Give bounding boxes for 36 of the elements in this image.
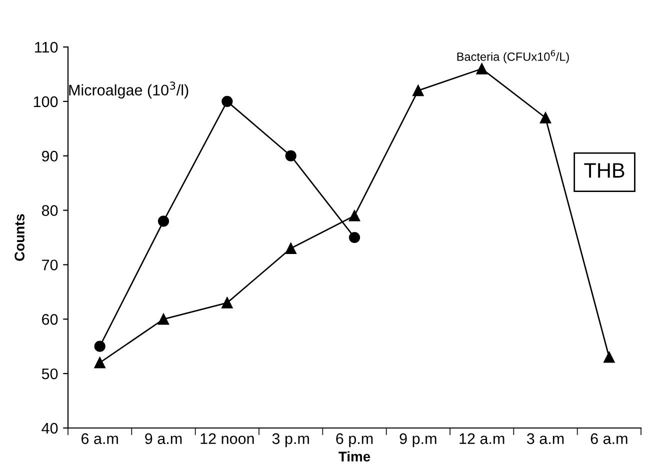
x-tick-label: 12 a.m xyxy=(460,433,504,444)
y-tick-label: 90 xyxy=(42,150,58,162)
point xyxy=(158,314,170,325)
y-tick-label: 80 xyxy=(42,205,58,216)
y-tick-label: 70 xyxy=(42,260,58,270)
point xyxy=(412,84,424,96)
x-tick-label: 3 a.m xyxy=(526,433,564,444)
point xyxy=(158,216,170,227)
point xyxy=(285,150,296,162)
point xyxy=(222,297,233,308)
y-tick-label: 50 xyxy=(42,368,58,380)
y-tick-label: 40 xyxy=(42,422,58,434)
x-tick-label: 9 a.m xyxy=(145,433,182,444)
point xyxy=(94,340,106,352)
point xyxy=(348,210,360,222)
x-tick-label: 6 a.m xyxy=(590,433,628,444)
x-tick-label: 9 p.m xyxy=(400,433,436,448)
x-tick-label: 6 a.m xyxy=(82,433,118,444)
point xyxy=(348,232,360,244)
annotation: THB xyxy=(584,163,624,178)
point xyxy=(476,63,488,74)
point xyxy=(604,352,615,363)
x-tick-label: 6 p.m xyxy=(336,433,373,448)
point xyxy=(285,242,296,254)
y-tick-label: 100 xyxy=(34,96,58,108)
point xyxy=(540,112,552,124)
x-tick-label: 12 noon xyxy=(200,433,254,444)
point xyxy=(94,357,106,368)
x-tick-label: 3 p.m xyxy=(272,433,309,448)
point xyxy=(222,96,233,107)
y-axis-title: Counts xyxy=(14,214,24,261)
series-label: Bacteria (CFUx10$^{6}$/L) xyxy=(457,50,569,64)
y-tick-label: 60 xyxy=(42,314,58,325)
x-axis-title: Time xyxy=(338,451,370,462)
y-tick-label: 110 xyxy=(35,42,58,53)
text: Microalgae (10$^{3}$/l) xyxy=(69,82,188,99)
